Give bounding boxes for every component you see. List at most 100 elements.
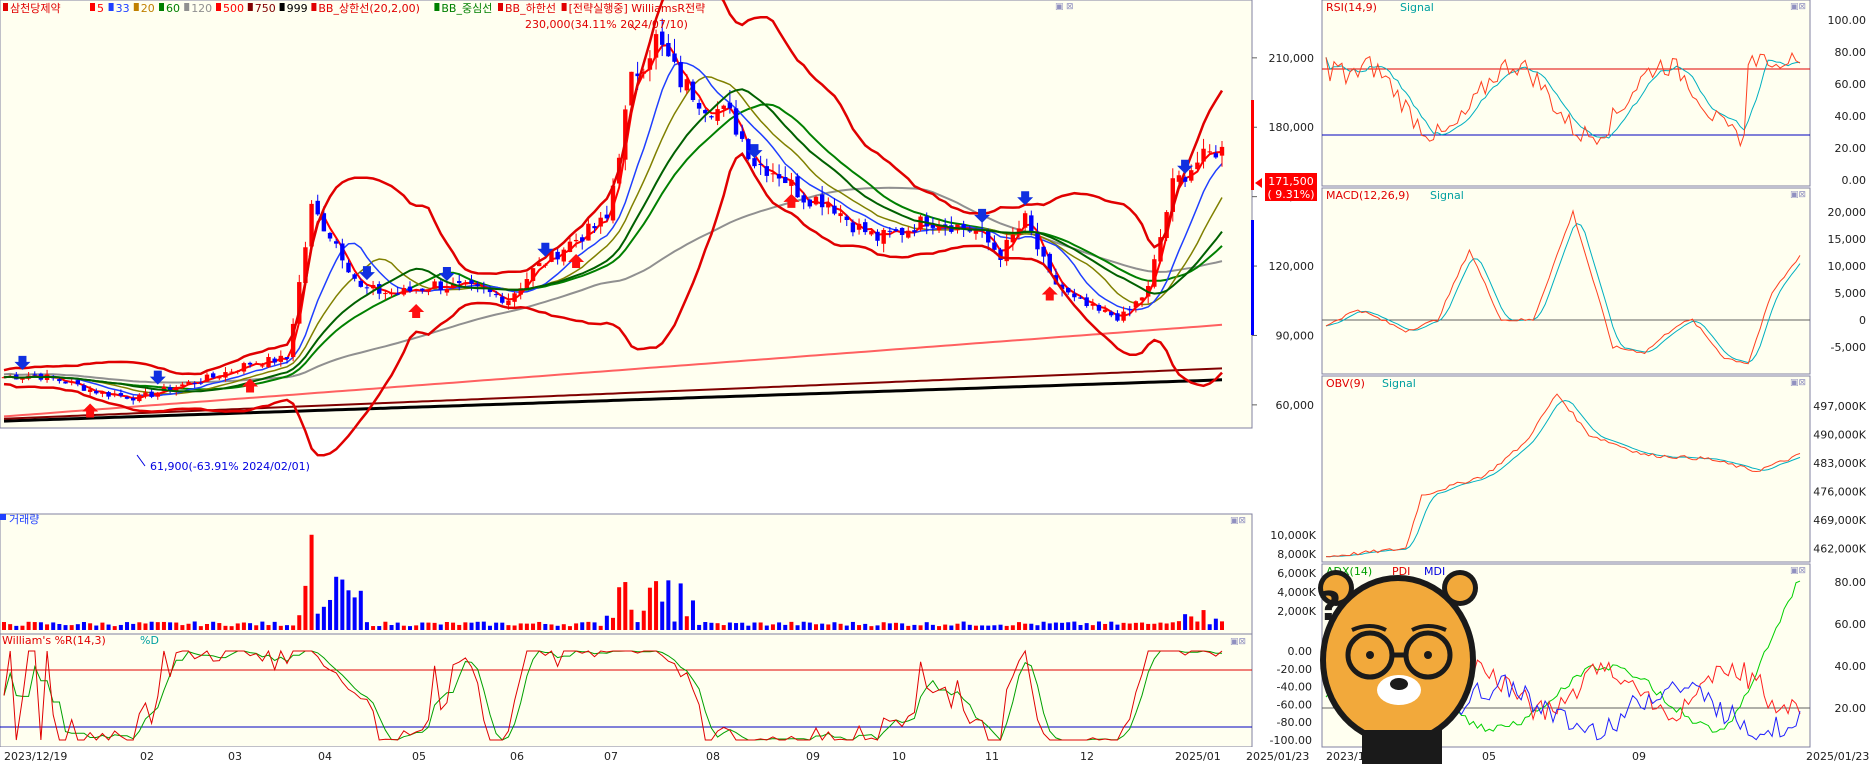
volume-bar <box>81 621 86 630</box>
legend-swatch <box>311 3 317 11</box>
candle-body <box>826 202 831 208</box>
volume-bar <box>438 624 443 630</box>
candle-body <box>573 239 579 242</box>
panel-close-icon[interactable]: ⊠ <box>1066 2 1074 12</box>
volume-bar <box>364 622 369 630</box>
williams-panel-close-icon[interactable]: ▣⊠ <box>1230 637 1246 647</box>
volume-bar <box>14 625 19 630</box>
volume-bar <box>604 615 609 630</box>
volume-bar <box>561 624 566 630</box>
rsi-tick-label: 60.00 <box>1835 78 1867 91</box>
candle-body <box>524 279 530 289</box>
volume-bar <box>1078 625 1083 630</box>
candle-body <box>1133 301 1139 308</box>
x-axis-label: 11 <box>985 750 999 763</box>
volume-bar <box>1029 623 1034 630</box>
candle-body <box>807 199 813 207</box>
volume-bar <box>1170 622 1175 630</box>
volume-bar <box>992 625 997 630</box>
volume-bar <box>537 621 542 630</box>
volume-bar <box>752 622 757 630</box>
volume-bar <box>1146 623 1151 630</box>
volume-bar <box>118 624 123 630</box>
obv-tick-label: 497,000K <box>1813 400 1866 413</box>
rsi-tick-label: 0.00 <box>1842 174 1867 187</box>
candle-body <box>746 139 751 160</box>
rsi-signal-label: Signal <box>1400 1 1434 14</box>
volume-bar <box>770 624 775 630</box>
macd-panel-close-icon[interactable]: ▣⊠ <box>1790 190 1806 200</box>
macd-axis-ticks: 20,000 15,000 10,000 5,000 0 -5,000 <box>1828 206 1867 354</box>
volume-bar <box>432 622 437 630</box>
volume-bar <box>278 625 283 630</box>
candle-body <box>709 116 714 118</box>
rsi-panel-close-icon[interactable]: ▣⊠ <box>1790 2 1806 12</box>
candle-body <box>530 268 536 281</box>
x-axis-label: 07 <box>604 750 618 763</box>
williams-tick-label: -60.00 <box>1277 698 1312 711</box>
volume-bar <box>303 585 308 630</box>
volume-bar <box>684 616 689 630</box>
candle-body <box>881 229 886 244</box>
volume-bar <box>1140 622 1145 630</box>
volume-bar <box>506 625 511 630</box>
bollinger-bands <box>3 0 1224 457</box>
legend-swatch <box>247 3 253 11</box>
candle-body <box>647 58 653 70</box>
candle-body <box>592 226 597 229</box>
candle-body <box>315 200 320 215</box>
candle-body <box>512 293 517 302</box>
price-tick-label: 180,000 <box>1269 121 1315 134</box>
candle-body <box>536 262 542 267</box>
volume-panel-close-icon[interactable]: ▣⊠ <box>1230 516 1246 526</box>
candle-body <box>1066 287 1071 293</box>
volume-bar <box>844 625 849 630</box>
candle-body <box>333 241 339 244</box>
candle-body <box>370 284 376 289</box>
legend-item: BB_하한선 <box>505 1 556 15</box>
price-range-bar-down <box>1251 220 1254 335</box>
candle-body <box>752 158 757 167</box>
price-tick-label: 210,000 <box>1269 52 1315 65</box>
right-x-axis-label: 05 <box>1482 750 1496 763</box>
candle-body <box>906 230 911 238</box>
x-axis-label: 09 <box>806 750 820 763</box>
rsi-tick-label: 20.00 <box>1835 142 1867 155</box>
volume-bar <box>666 580 671 630</box>
adx-panel-close-icon[interactable]: ▣⊠ <box>1790 566 1806 576</box>
volume-bar <box>401 625 406 630</box>
volume-bar <box>26 621 31 630</box>
volume-bar <box>690 600 695 630</box>
rsi-tick-label: 100.00 <box>1828 14 1867 27</box>
sell-arrow-icon <box>537 242 554 257</box>
volume-bar <box>912 624 917 630</box>
obv-tick-label: 462,000K <box>1813 543 1866 556</box>
rsi-tick-label: 40.00 <box>1835 110 1867 123</box>
candle-body <box>924 216 929 227</box>
obv-panel <box>1321 375 1811 563</box>
obv-panel-close-icon[interactable]: ▣⊠ <box>1790 378 1806 388</box>
volume-bar <box>1103 623 1108 630</box>
volume-bar <box>395 622 400 630</box>
macd-tick-label: -5,000 <box>1831 341 1866 354</box>
panel-minimize-icon[interactable]: ▣ <box>1055 2 1064 12</box>
candle-body <box>235 370 240 372</box>
x-axis-labels: 2023/12/19 02 03 04 05 06 07 08 09 10 11 12 2025/01 2… <box>4 750 1309 763</box>
adx-tick-label: 40.00 <box>1835 660 1867 673</box>
volume-bar <box>1176 621 1181 630</box>
volume-bar <box>371 626 376 630</box>
candle-body <box>727 102 733 109</box>
ma-999-line <box>3 378 1223 423</box>
legend-swatch-stock <box>3 3 8 11</box>
obv-tick-label: 483,000K <box>1813 457 1866 470</box>
x-axis-bg <box>0 747 1322 764</box>
candle-body <box>278 355 284 362</box>
adx-mdi-label: MDI <box>1424 565 1445 578</box>
current-price-label <box>1265 173 1317 201</box>
candle-body <box>930 224 936 228</box>
buy-arrow-icon <box>1041 286 1058 301</box>
candle-body <box>346 262 351 273</box>
volume-bar <box>1158 622 1163 630</box>
candle-body <box>1047 253 1052 273</box>
candle-body <box>247 362 253 365</box>
